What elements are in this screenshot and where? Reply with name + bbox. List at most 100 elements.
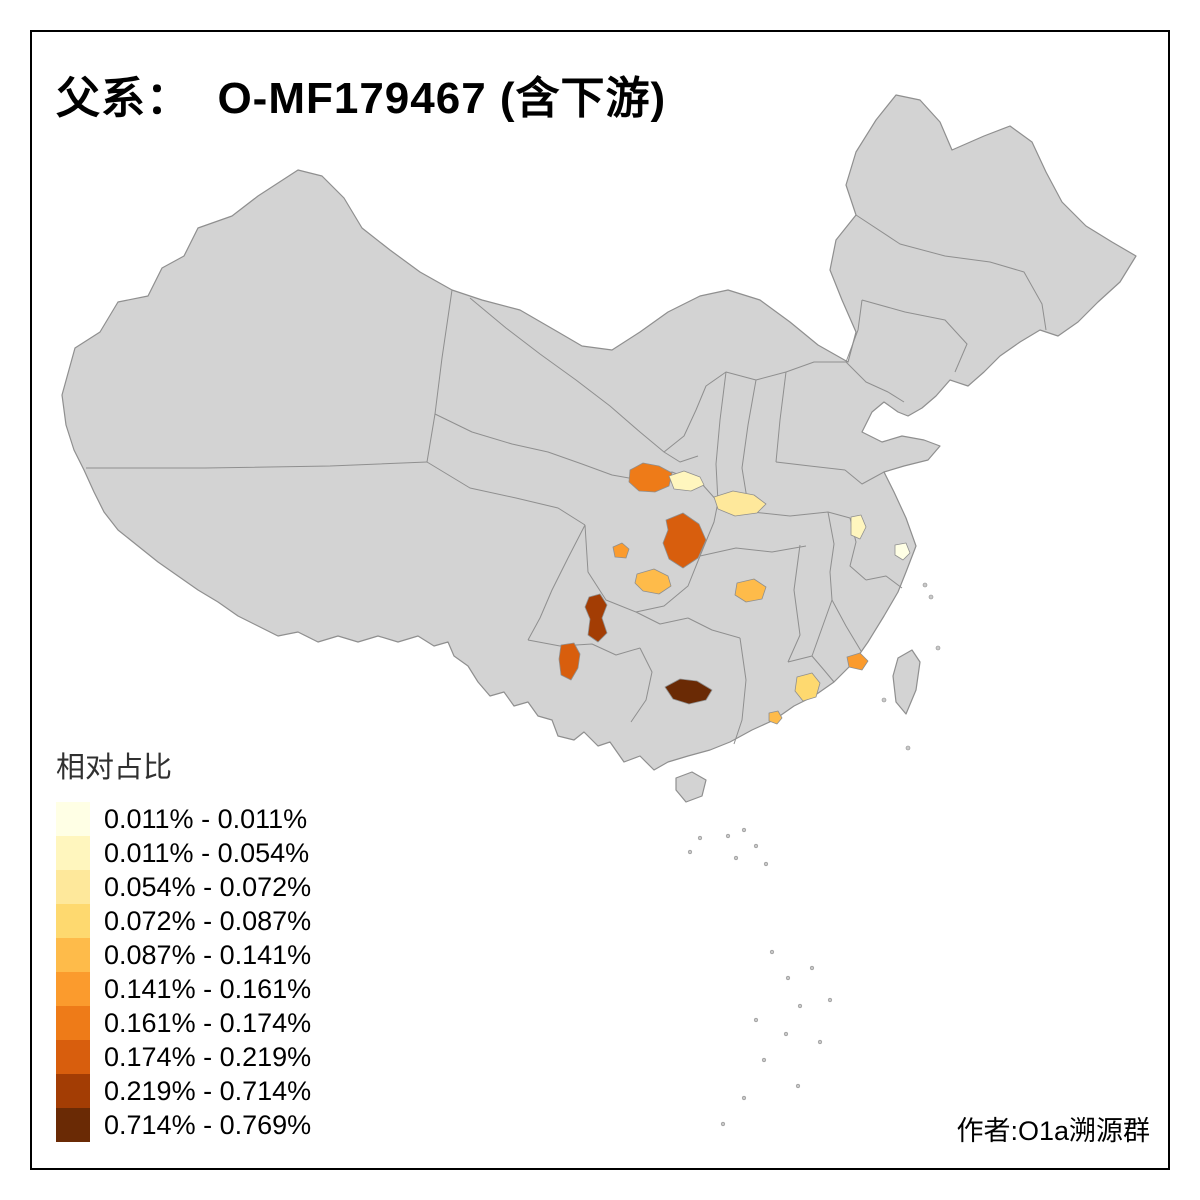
highlighted-region-2	[668, 470, 705, 492]
highlighted-region-8	[558, 642, 581, 681]
province-border	[827, 511, 835, 601]
highlighted-region-7	[584, 593, 608, 643]
island-dot	[753, 1017, 759, 1023]
legend-item: 0.087% - 0.141%	[56, 938, 311, 972]
legend-label: 0.072% - 0.087%	[104, 905, 312, 936]
province-border	[844, 469, 885, 485]
province-border	[845, 299, 863, 363]
legend-swatch	[56, 1108, 90, 1142]
province-border	[630, 647, 653, 723]
highlighted-region-4	[662, 512, 707, 569]
island-dot	[809, 965, 815, 971]
island-dot	[928, 594, 934, 600]
island-dot	[720, 1121, 726, 1127]
highlighted-region-6	[634, 568, 672, 595]
legend-swatch	[56, 836, 90, 870]
legend-label: 0.219% - 0.714%	[104, 1075, 312, 1106]
legend-label: 0.161% - 0.174%	[104, 1007, 312, 1038]
hainan-island	[675, 771, 707, 803]
legend-swatch	[56, 870, 90, 904]
legend-title: 相对占比	[56, 752, 173, 784]
legend-item: 0.161% - 0.174%	[56, 1006, 311, 1040]
legend-item: 0.219% - 0.714%	[56, 1074, 311, 1108]
province-border	[715, 371, 727, 503]
attribution: 作者:O1a溯源群	[956, 1116, 1150, 1146]
legend-item: 0.011% - 0.054%	[56, 836, 311, 870]
province-border	[663, 451, 699, 463]
island-dot	[795, 1083, 801, 1089]
legend: 相对占比 0.011% - 0.011% 0.011% - 0.054% 0.0…	[56, 744, 311, 1142]
legend-label: 0.714% - 0.769%	[104, 1109, 312, 1140]
province-border	[775, 461, 846, 471]
island-dot	[753, 843, 759, 849]
island-dot	[797, 1003, 803, 1009]
legend-swatch	[56, 1074, 90, 1108]
legend-swatch	[56, 1040, 90, 1074]
taiwan-island	[892, 649, 921, 715]
province-border	[527, 639, 641, 656]
legend-item: 0.011% - 0.011%	[56, 802, 311, 836]
south-china-sea-islands	[687, 582, 941, 1127]
highlighted-regions	[558, 462, 911, 725]
highlighted-region-14	[846, 652, 869, 671]
china-mainland	[61, 94, 1137, 771]
province-border	[635, 611, 689, 625]
legend-item: 0.072% - 0.087%	[56, 904, 311, 938]
island-dot	[725, 833, 731, 839]
province-border	[86, 461, 428, 469]
legend-item: 0.714% - 0.769%	[56, 1108, 311, 1142]
province-border	[741, 379, 757, 506]
legend-label: 0.174% - 0.219%	[104, 1041, 312, 1072]
island-dot	[769, 949, 775, 955]
island-dot	[741, 827, 747, 833]
highlighted-region-5	[612, 542, 630, 559]
highlighted-region-1	[628, 462, 673, 493]
island-dot	[741, 1095, 747, 1101]
province-border	[527, 524, 586, 641]
legend-swatch	[56, 972, 90, 1006]
island-dot	[733, 855, 739, 861]
province-border	[434, 413, 641, 481]
island-dot	[935, 645, 941, 651]
island-dot	[785, 975, 791, 981]
legend-label: 0.087% - 0.141%	[104, 939, 312, 970]
island-dot	[763, 861, 769, 867]
province-border	[811, 655, 835, 683]
province-border	[775, 371, 787, 463]
island-dot	[783, 1031, 789, 1037]
legend-label: 0.011% - 0.011%	[104, 803, 308, 834]
page-title: 父系： O-MF179467 (含下游)	[56, 74, 667, 123]
province-border	[687, 617, 741, 639]
legend-item: 0.141% - 0.161%	[56, 972, 311, 1006]
island-dot	[697, 835, 703, 841]
province-borders	[86, 214, 1047, 745]
legend-label: 0.011% - 0.054%	[104, 837, 310, 868]
legend-label: 0.141% - 0.161%	[104, 973, 312, 1004]
province-border	[699, 545, 807, 557]
highlighted-region-13	[794, 672, 821, 702]
island-dot	[881, 697, 887, 703]
legend-swatch	[56, 802, 90, 836]
island-dot	[761, 1057, 767, 1063]
legend-swatch	[56, 904, 90, 938]
province-border	[426, 461, 586, 526]
highlighted-region-9	[664, 678, 713, 705]
province-border	[426, 289, 453, 463]
province-border	[845, 361, 905, 403]
legend-swatch	[56, 1006, 90, 1040]
legend-swatch	[56, 938, 90, 972]
island-dot	[827, 997, 833, 1003]
island-dot	[905, 745, 911, 751]
province-border	[787, 544, 801, 663]
legend-item: 0.174% - 0.219%	[56, 1040, 311, 1074]
province-border	[469, 297, 846, 453]
island-dot	[922, 582, 928, 588]
highlighted-region-10	[734, 578, 767, 603]
province-border	[861, 299, 968, 373]
highlighted-region-11	[850, 514, 867, 540]
highlighted-region-12	[894, 542, 911, 561]
province-border	[855, 214, 1047, 331]
province-border	[831, 599, 862, 652]
